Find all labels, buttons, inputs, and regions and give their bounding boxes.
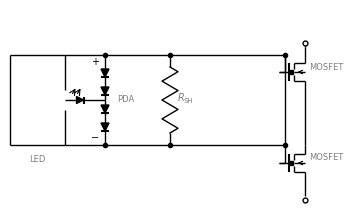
Text: LED: LED — [29, 155, 46, 164]
Bar — [289, 70, 293, 74]
Polygon shape — [101, 87, 109, 95]
Text: MOSFET: MOSFET — [309, 154, 343, 162]
Text: +: + — [91, 57, 99, 67]
Polygon shape — [101, 69, 109, 77]
Text: SH: SH — [183, 98, 193, 104]
Text: R: R — [178, 93, 185, 103]
Polygon shape — [77, 97, 83, 104]
Bar — [289, 161, 293, 165]
Text: PDA: PDA — [117, 95, 134, 104]
Text: MOSFET: MOSFET — [309, 62, 343, 72]
Polygon shape — [101, 123, 109, 131]
Text: −: − — [91, 133, 99, 143]
Polygon shape — [101, 105, 109, 113]
